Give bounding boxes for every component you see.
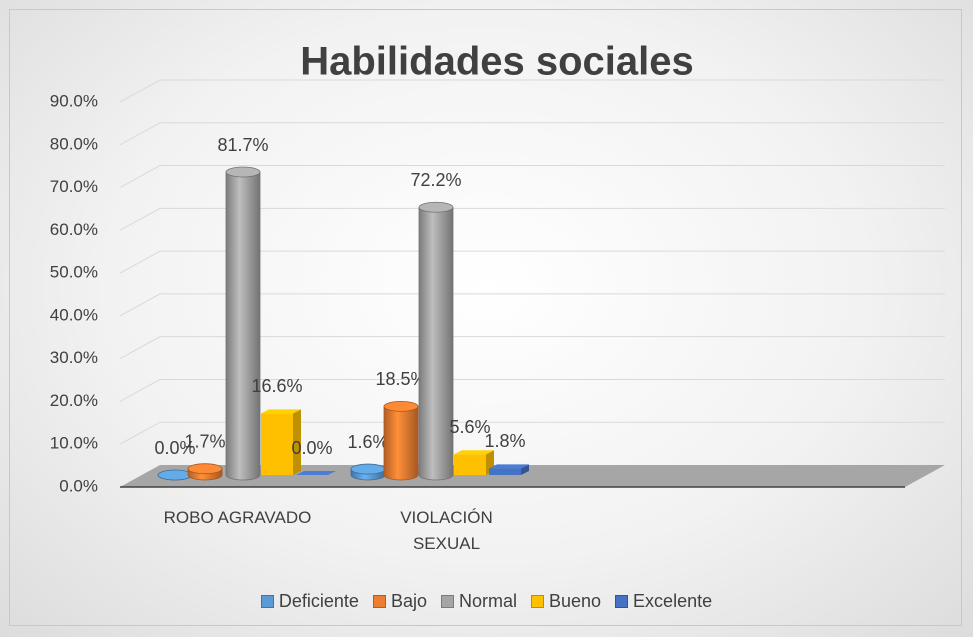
bar-front (454, 454, 486, 475)
data-label: 1.6% (347, 432, 388, 452)
grid-line (119, 207, 945, 231)
bar-side (293, 409, 301, 475)
bar-top (418, 201, 454, 213)
data-label: 16.6% (251, 376, 302, 396)
data-label: 0.0% (154, 438, 195, 458)
legend-label: Excelente (633, 591, 713, 611)
grid-line (119, 250, 945, 274)
data-label: 5.6% (449, 417, 490, 437)
y-tick-label: 40.0% (50, 305, 98, 324)
y-tick-label: 20.0% (50, 391, 98, 410)
bar-top (187, 463, 223, 475)
y-tick-label: 0.0% (59, 476, 98, 495)
bar-top (489, 464, 529, 469)
grid-line (119, 336, 945, 360)
bar-front (261, 413, 293, 475)
data-label: 0.0% (291, 438, 332, 458)
bar-top (454, 450, 494, 455)
legend-label: Deficiente (278, 591, 359, 611)
legend-item: Excelente (615, 591, 712, 612)
grid-line (119, 122, 945, 146)
x-tick-label: ROBO AGRAVADO (163, 508, 312, 527)
y-tick-label: 10.0% (50, 434, 98, 453)
bar-front (489, 468, 521, 475)
chart-title: Habilidades sociales (300, 40, 694, 84)
data-label: 72.2% (410, 170, 461, 190)
y-tick-label: 60.0% (50, 220, 98, 239)
data-label: 18.5% (375, 369, 426, 389)
bar (157, 469, 193, 481)
chart-border (9, 9, 962, 626)
legend: Deficiente Bajo Normal Bueno Excelente (0, 591, 973, 612)
legend-item: Normal (440, 591, 517, 612)
floor (120, 465, 945, 487)
x-tick-label: VIOLACIÓN SEXUAL (400, 508, 493, 553)
grid-line (119, 79, 945, 103)
bar (296, 471, 336, 475)
legend-label: Normal (458, 591, 517, 611)
bar (261, 409, 301, 475)
bar-top (350, 463, 386, 475)
y-tick-label: 50.0% (50, 263, 98, 282)
bar-top (296, 471, 336, 475)
legend-swatch (615, 595, 629, 608)
grid-line (119, 165, 945, 188)
legend-swatch (372, 595, 386, 608)
legend-swatch (530, 595, 544, 608)
legend-label: Bajo (390, 591, 427, 611)
legend-item: Bajo (372, 591, 427, 612)
data-label: 1.7% (184, 431, 225, 451)
bar (454, 450, 494, 475)
legend-label: Bueno (548, 591, 602, 611)
bar (225, 166, 261, 481)
y-tick-label: 30.0% (50, 348, 98, 367)
bar (350, 463, 386, 481)
grid-line (119, 421, 945, 445)
bar-body (225, 171, 261, 481)
bar-top (261, 409, 301, 414)
data-label: 81.7% (217, 135, 268, 155)
legend-swatch (440, 595, 454, 608)
bar-body (418, 206, 454, 481)
bar (418, 201, 454, 481)
bar-side (521, 464, 529, 475)
bar-top (157, 469, 193, 481)
legend-item: Bueno (530, 591, 602, 612)
bar (383, 400, 419, 481)
bar (489, 464, 529, 475)
y-tick-label: 90.0% (50, 91, 98, 110)
grid-line (119, 378, 945, 402)
data-label: 1.8% (484, 431, 525, 451)
y-tick-label: 70.0% (50, 177, 98, 196)
legend-swatch (260, 595, 274, 608)
grid-line (119, 293, 945, 317)
bar (187, 463, 223, 481)
bar-top (225, 166, 261, 178)
bar-top (383, 400, 419, 412)
bar-body (383, 405, 419, 481)
y-tick-label: 80.0% (50, 134, 98, 153)
legend-item: Deficiente (260, 591, 359, 612)
